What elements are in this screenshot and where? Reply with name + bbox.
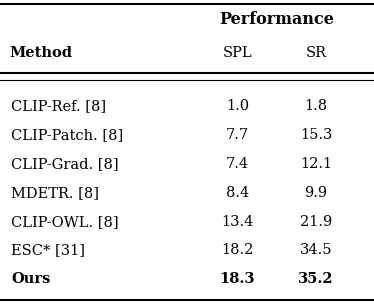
Text: 7.7: 7.7	[226, 128, 249, 142]
Text: 15.3: 15.3	[300, 128, 332, 142]
Text: ESC* [31]: ESC* [31]	[11, 244, 85, 257]
Text: MDETR. [8]: MDETR. [8]	[11, 186, 99, 200]
Text: 9.9: 9.9	[304, 186, 328, 200]
Text: 34.5: 34.5	[300, 244, 332, 257]
Text: SR: SR	[306, 46, 327, 60]
Text: Ours: Ours	[11, 272, 50, 286]
Text: 1.8: 1.8	[304, 99, 328, 113]
Text: 1.0: 1.0	[226, 99, 249, 113]
Text: CLIP-OWL. [8]: CLIP-OWL. [8]	[11, 215, 119, 229]
Text: 12.1: 12.1	[300, 157, 332, 171]
Text: 8.4: 8.4	[226, 186, 249, 200]
Text: CLIP-Patch. [8]: CLIP-Patch. [8]	[11, 128, 123, 142]
Text: 7.4: 7.4	[226, 157, 249, 171]
Text: 18.2: 18.2	[221, 244, 254, 257]
Text: CLIP-Ref. [8]: CLIP-Ref. [8]	[11, 99, 106, 113]
Text: 18.3: 18.3	[220, 272, 255, 286]
Text: Performance: Performance	[219, 11, 334, 28]
Text: SPL: SPL	[223, 46, 252, 60]
Text: 35.2: 35.2	[298, 272, 334, 286]
Text: Method: Method	[10, 46, 73, 60]
Text: 13.4: 13.4	[221, 215, 254, 229]
Text: CLIP-Grad. [8]: CLIP-Grad. [8]	[11, 157, 119, 171]
Text: 21.9: 21.9	[300, 215, 332, 229]
